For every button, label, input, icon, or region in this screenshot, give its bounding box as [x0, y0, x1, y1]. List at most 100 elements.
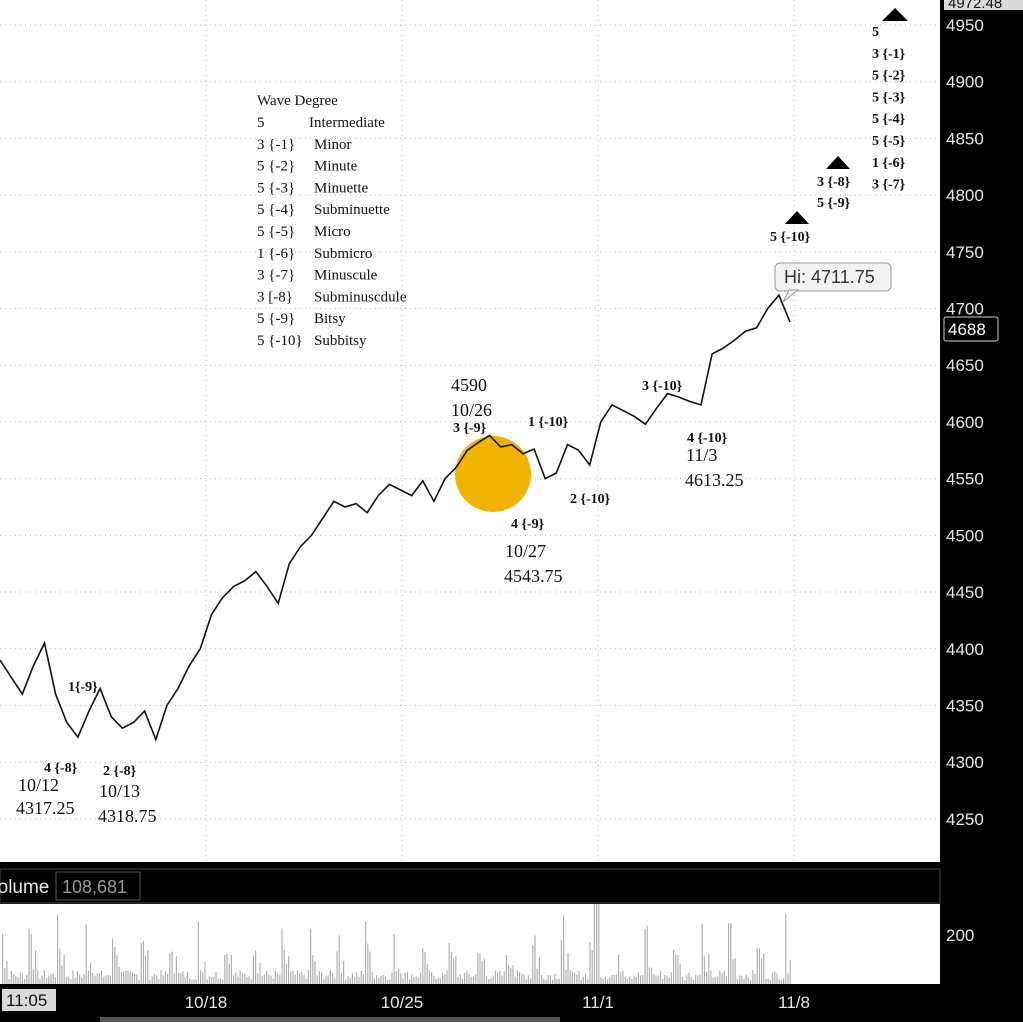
legend-count: 5 {-3} — [257, 180, 295, 196]
legend-name: Intermediate — [309, 115, 385, 131]
y-tick-label: 4500 — [946, 526, 984, 545]
label-price-4613: 4613.25 — [685, 470, 744, 490]
volume-pane — [0, 904, 940, 984]
marker-triangle-top — [882, 8, 908, 21]
stack-wave-label: 5 {-4} — [872, 112, 906, 127]
y-tick-label: 4550 — [946, 470, 984, 489]
label-wave-2-8: 2 {-8} — [103, 764, 137, 779]
legend-name: Subminuette — [314, 202, 390, 218]
price-pane — [0, 0, 940, 862]
high-callout-box — [774, 262, 892, 292]
legend-count: 5 — [257, 115, 265, 131]
volume-header-bar — [0, 868, 941, 904]
y-tick-label: 4300 — [946, 753, 984, 772]
legend-name: Bitsy — [314, 311, 346, 327]
price-series-line — [0, 293, 791, 742]
last-price-label: 4688 — [948, 320, 986, 339]
wave-degree-legend: Wave Degree 5 Intermediate 3 {-1} Minor 5 {-… — [257, 93, 407, 349]
x-tick-label: 10/18 — [185, 993, 228, 1012]
legend-count: 1 {-6} — [257, 246, 295, 262]
legend-count: 5 {-9} — [257, 311, 295, 327]
volume-bars — [2, 904, 791, 984]
marker-triangle-3-8 — [826, 156, 850, 169]
label-wave-3-10: 3 {-10} — [642, 379, 683, 394]
label-wave-3-8: 3 {-8} — [817, 175, 851, 190]
stack-wave-label: 1 {-6} — [872, 156, 906, 171]
legend-name: Minor — [314, 137, 352, 153]
high-callout-pointer — [782, 289, 800, 303]
legend-count: 5 {-10} — [257, 333, 303, 349]
axis-divider — [940, 0, 942, 1022]
start-time-box — [2, 989, 56, 1011]
legend-name: Micro — [314, 224, 351, 240]
label-wave-4-8: 4 {-8} — [44, 761, 78, 776]
volume-label: Volume — [0, 877, 49, 898]
label-price-4317: 4317.25 — [16, 798, 75, 818]
y-tick-label: 4650 — [946, 356, 984, 375]
x-axis-ticks: 10/18 10/25 11/1 11/8 — [185, 993, 810, 1012]
label-wave-5-9: 5 {-9} — [817, 196, 851, 211]
horizontal-scrollbar[interactable] — [100, 1017, 560, 1022]
y-tick-label: 4700 — [946, 300, 984, 319]
stack-wave-label: 5 {-3} — [872, 90, 906, 105]
legend-name: Submicro — [314, 246, 372, 262]
volume-y-tick: 200 — [946, 926, 974, 945]
y-tick-label: 4400 — [946, 640, 984, 659]
y-tick-label: 4850 — [946, 129, 984, 148]
y-tick-label: 4950 — [946, 16, 984, 35]
y-tick-label: 4600 — [946, 413, 984, 432]
legend-count: 5 {-4} — [257, 202, 295, 218]
y-tick-label: 4450 — [946, 583, 984, 602]
label-date-10-13: 10/13 — [99, 781, 140, 801]
label-price-4543: 4543.75 — [504, 566, 563, 586]
legend-count: 5 {-2} — [257, 159, 295, 175]
label-wave-1-10: 1 {-10} — [528, 415, 569, 430]
date-axis-bar — [0, 985, 1023, 1022]
x-tick-label: 10/25 — [381, 993, 424, 1012]
label-wave-4-10: 4 {-10} — [687, 431, 728, 446]
legend-name: Minute — [314, 159, 358, 175]
top-price-box — [944, 0, 1023, 10]
start-time-label: 11:05 — [6, 991, 47, 1010]
stack-wave-label: 5 {-2} — [872, 69, 906, 84]
highlight-circle — [455, 436, 531, 512]
stack-wave-label: 3 {-7} — [872, 178, 906, 193]
legend-name: Minuette — [314, 180, 368, 196]
x-tick-label: 11/1 — [582, 993, 614, 1012]
label-wave-1-9: 1{-9} — [68, 680, 98, 695]
top-price-label: 4972.48 — [948, 0, 1002, 12]
legend-count: 3 [-8} — [257, 289, 293, 305]
y-tick-label: 4800 — [946, 186, 984, 205]
legend-name: Subminuscdule — [314, 289, 407, 305]
stack-wave-label: 5 {-5} — [872, 134, 906, 149]
label-wave-5-10: 5 {-10} — [770, 230, 811, 245]
legend-count: 5 {-5} — [257, 224, 295, 240]
label-date-10-26: 10/26 — [451, 400, 492, 420]
legend-name: Minuscule — [314, 268, 378, 284]
y-tick-label: 4250 — [946, 810, 984, 829]
label-wave-4-9: 4 {-9} — [511, 517, 545, 532]
label-wave-2-10: 2 {-10} — [570, 492, 611, 507]
volume-value: 108,681 — [62, 877, 127, 897]
marker-triangle-5-10 — [785, 211, 809, 224]
label-price-4318: 4318.75 — [98, 806, 157, 826]
legend-title: Wave Degree — [257, 93, 338, 109]
legend-count: 3 {-1} — [257, 137, 295, 153]
label-date-10-27: 10/27 — [505, 541, 546, 561]
legend-count: 3 {-7} — [257, 268, 295, 284]
high-callout-text: Hi: 4711.75 — [784, 267, 875, 287]
y-tick-label: 4750 — [946, 243, 984, 262]
x-tick-label: 11/8 — [778, 993, 810, 1012]
y-axis-ticks: 4250 4300 4350 4400 4450 4500 4550 4600 4650 4700… — [946, 16, 984, 829]
stack-wave-label: 5 — [872, 25, 879, 40]
y-tick-label: 4900 — [946, 73, 984, 92]
stack-wave-label: 3 {-1} — [872, 47, 906, 62]
last-price-box — [943, 316, 999, 342]
label-wave-3-9: 3 {-9} — [453, 421, 487, 436]
volume-value-box — [55, 871, 141, 901]
label-price-4590: 4590 — [451, 375, 487, 395]
legend-name: Subbitsy — [314, 333, 367, 349]
label-date-10-12: 10/12 — [18, 775, 59, 795]
label-date-11-3: 11/3 — [686, 445, 717, 465]
